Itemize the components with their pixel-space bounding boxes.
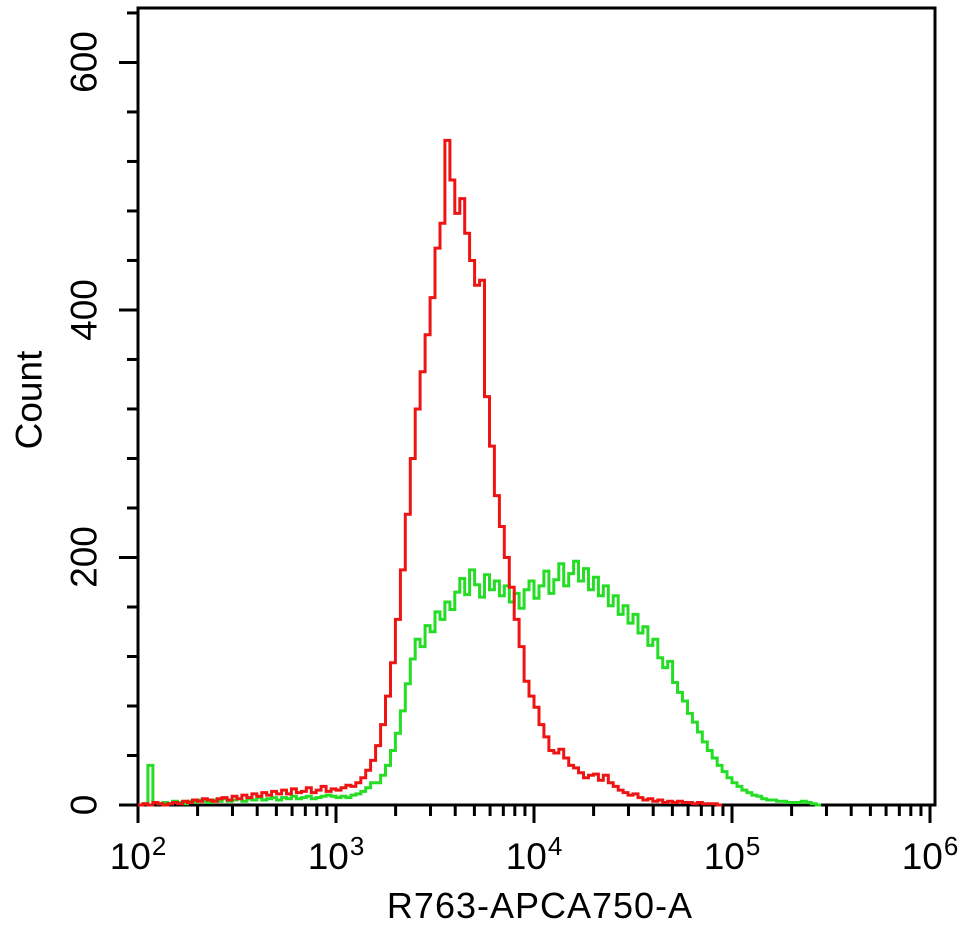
- x-tick-exponent: 3: [349, 831, 365, 861]
- x-tick-exponent: 6: [943, 831, 959, 861]
- x-tick-exponent: 5: [745, 831, 761, 861]
- y-tick-label-600: 600: [63, 31, 105, 94]
- x-tick-label-10e4: 104: [505, 833, 563, 877]
- y-tick-label-400: 400: [63, 279, 105, 341]
- x-tick-base: 10: [505, 836, 547, 877]
- x-tick-label-10e3: 103: [307, 833, 365, 877]
- x-tick-base: 10: [109, 836, 151, 877]
- red-histogram-curve: [138, 138, 723, 807]
- y-axis-title: Count: [8, 350, 50, 450]
- green-histogram-curve: [138, 559, 822, 807]
- x-tick-exponent: 2: [151, 831, 167, 861]
- x-tick-base: 10: [901, 836, 943, 877]
- plot-border: [136, 6, 937, 807]
- x-tick-label-10e5: 105: [703, 833, 761, 877]
- y-tick-label-200: 200: [63, 526, 105, 589]
- x-axis-title: R763-APCA750-A: [386, 885, 694, 926]
- x-tick-label-10e2: 102: [109, 833, 167, 877]
- x-tick-exponent: 4: [547, 831, 563, 861]
- x-tick-label-10e6: 106: [901, 833, 959, 877]
- x-tick-base: 10: [307, 836, 349, 877]
- x-tick-base: 10: [703, 836, 745, 877]
- y-tick-label-0: 0: [63, 794, 105, 816]
